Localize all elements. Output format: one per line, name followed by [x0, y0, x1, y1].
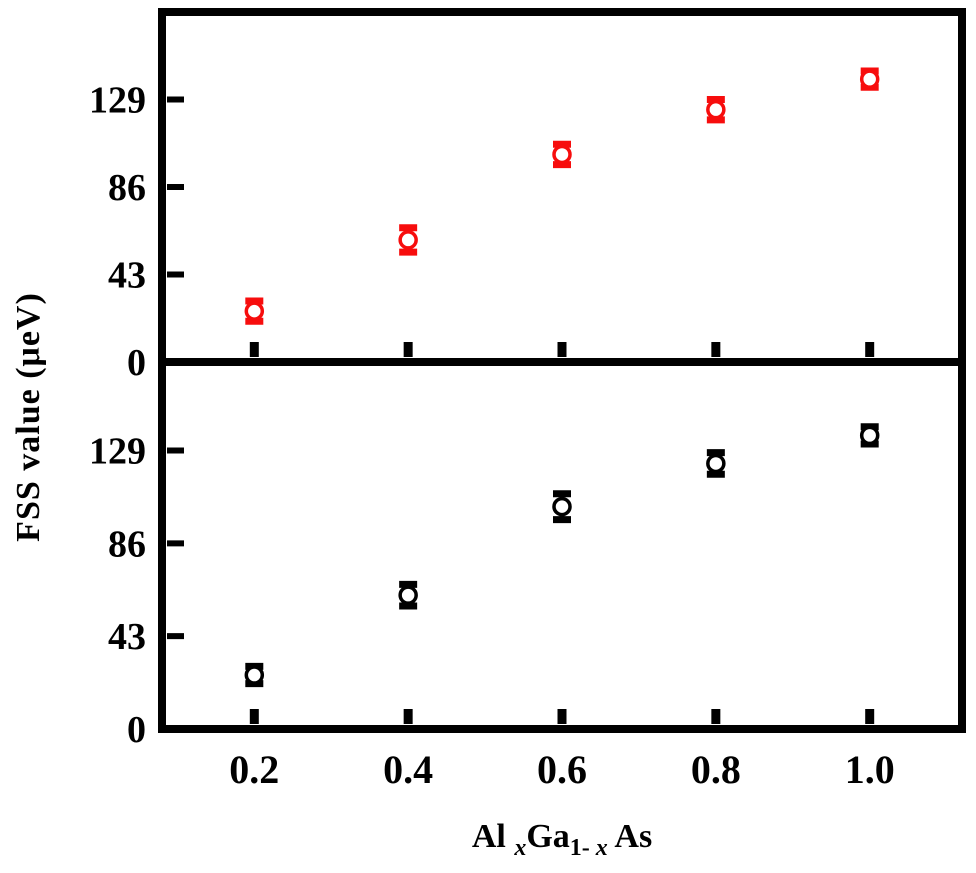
- y-tick-label: 43: [108, 616, 146, 658]
- y-tick-label: 86: [108, 523, 146, 565]
- y-tick-label: 129: [89, 431, 146, 473]
- panel-top: 0 43 86 129: [89, 8, 966, 384]
- panel-bottom: 0 43 86 129 0.2 0.4 0.6 0.8 1.0: [89, 358, 966, 792]
- panel-top-border: [158, 8, 966, 366]
- data-point-marker: [398, 230, 418, 250]
- y-tick-label: 43: [108, 255, 146, 297]
- series-top: [244, 67, 880, 325]
- data-point-marker: [552, 144, 572, 165]
- data-point-marker: [398, 585, 418, 605]
- panel-bottom-border: [158, 358, 966, 733]
- data-point-marker: [244, 665, 265, 685]
- x-axis-label-as: As: [607, 818, 653, 855]
- y-tick-label: 129: [89, 80, 146, 122]
- x-axis-label-sub-x2: x: [595, 834, 608, 861]
- x-tick-label: 0.4: [383, 747, 433, 792]
- y-axis-label: FSS value (μeV): [10, 292, 47, 542]
- series-bottom: [244, 423, 880, 688]
- x-tick-label: 0.2: [229, 747, 279, 792]
- x-axis-label-ga: Ga: [526, 818, 570, 855]
- x-axis-label-sub-1minus: 1-: [569, 834, 596, 861]
- y-tick-label: 0: [127, 709, 146, 751]
- data-point-marker: [706, 99, 726, 120]
- x-axis-label-al: Al: [471, 818, 515, 855]
- x-axis-label: Al xGa1- x As: [162, 818, 962, 860]
- data-point-marker: [706, 453, 726, 474]
- data-point-marker: [859, 69, 880, 89]
- data-point-marker: [552, 496, 572, 517]
- x-tick-label: 0.6: [537, 747, 587, 792]
- y-tick-label: 86: [108, 167, 146, 209]
- y-tick-label: 0: [127, 342, 146, 384]
- data-point-marker: [859, 425, 880, 446]
- x-tick-label: 1.0: [845, 747, 895, 792]
- x-axis-label-sub-x1: x: [514, 834, 527, 861]
- x-tick-label: 0.8: [691, 747, 741, 792]
- data-point-marker: [244, 301, 265, 321]
